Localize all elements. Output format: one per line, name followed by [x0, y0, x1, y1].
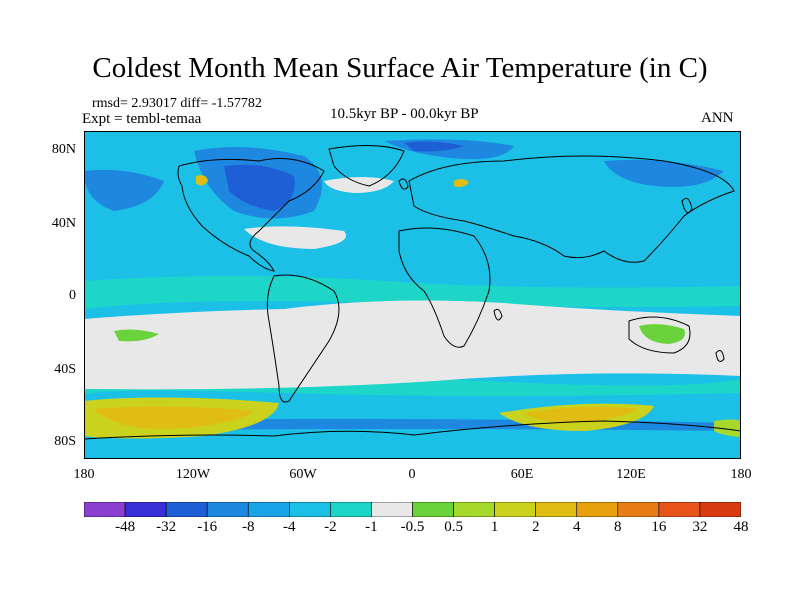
- colorbar-label: -2: [324, 519, 337, 535]
- field-warm-scandinavia: [454, 178, 469, 187]
- chart-title: Coldest Month Mean Surface Air Temperatu…: [92, 52, 708, 84]
- coastlines: [84, 144, 741, 440]
- lon-label-60e: 60E: [510, 467, 534, 482]
- lat-label-80s: 80S: [54, 434, 76, 449]
- colorbar-label: 48: [733, 519, 749, 535]
- map-frame: [84, 131, 741, 459]
- coast-eurasia: [408, 155, 735, 263]
- coast-greenland: [328, 144, 405, 187]
- colorbar-label: -48: [115, 519, 136, 535]
- experiment-label: Expt = tembl-temaa: [82, 111, 202, 127]
- colorbar-swatch: [576, 502, 619, 517]
- colorbar-label: -8: [242, 519, 255, 535]
- colorbar-label: -16: [197, 519, 218, 535]
- colorbar-label: -0.5: [400, 519, 425, 535]
- period-label: 10.5kyr BP - 00.0kyr BP: [330, 106, 479, 122]
- field-cold-pacific: [84, 169, 164, 211]
- colorbar-label: 16: [651, 519, 667, 535]
- colorbar-swatch: [330, 502, 372, 517]
- colorbar-label: -32: [156, 519, 177, 535]
- field-cold-asia: [604, 159, 724, 187]
- colorbar-swatch: [535, 502, 578, 517]
- field-near-zero-atlantic: [244, 226, 346, 249]
- field-warm-hudson: [196, 175, 208, 186]
- field-near-zero-greenland: [324, 177, 394, 193]
- field-hot-antarctica-west: [94, 406, 254, 429]
- field-hot-antarctica-east: [524, 406, 639, 423]
- field-light-band-tropics: [84, 276, 741, 309]
- lat-label-0: 0: [69, 288, 76, 303]
- lon-label-0: 0: [408, 467, 416, 482]
- colorbar-label: 1: [490, 519, 499, 535]
- lon-label-120w: 120W: [175, 467, 211, 482]
- coast-australia: [628, 316, 691, 354]
- colorbar-label: -4: [283, 519, 296, 535]
- colorbar-swatch: [371, 502, 413, 517]
- lat-label-40s: 40S: [54, 362, 76, 377]
- lon-label-120e: 120E: [616, 467, 646, 482]
- colorbar-swatch: [658, 502, 701, 517]
- field-warm-australia: [639, 324, 685, 344]
- colorbar-label: -1: [365, 519, 378, 535]
- colorbar-label: 0.5: [444, 519, 463, 535]
- colorbar-swatch: [412, 502, 454, 517]
- colorbar-swatch: [453, 502, 495, 517]
- lon-label-180-east: 180: [730, 467, 752, 482]
- temperature-map: [84, 131, 741, 459]
- field-warm-pacific: [114, 329, 159, 342]
- colorbar-swatch: [494, 502, 536, 517]
- lon-label-180-west: 180: [73, 467, 95, 482]
- colorbar-swatch: [165, 502, 208, 517]
- lon-label-60w: 60W: [289, 467, 317, 482]
- coast-africa: [398, 227, 491, 348]
- colorbar-swatch: [699, 502, 741, 517]
- lat-label-40n: 40N: [51, 216, 76, 231]
- colorbar-swatch: [289, 502, 331, 517]
- coast-antarctica: [84, 420, 741, 440]
- colorbar-swatch: [206, 502, 249, 517]
- field-warm-ross: [714, 419, 741, 437]
- colorbar-label: 4: [573, 519, 581, 535]
- field-very-cold-siberia: [404, 141, 464, 152]
- coast-madagascar: [493, 308, 503, 321]
- colorbar-label: 2: [531, 519, 540, 535]
- colorbar-label: 32: [692, 519, 708, 535]
- colorbar-label: 8: [614, 519, 622, 535]
- coast-south-america: [266, 274, 340, 403]
- coast-japan: [681, 197, 693, 214]
- colorbar-swatch: [617, 502, 660, 517]
- coast-uk: [398, 178, 409, 190]
- colorbar-swatch: [84, 502, 126, 517]
- colorbar-swatch: [247, 502, 290, 517]
- season-label: ANN: [701, 110, 734, 126]
- lat-label-80n: 80N: [51, 142, 76, 157]
- colorbar: [84, 502, 741, 517]
- field-near-zero-southern: [84, 300, 741, 390]
- coast-north-america: [177, 158, 325, 272]
- rmsd-diff-stats: rmsd= 2.93017 diff= -1.57782: [92, 96, 262, 111]
- colorbar-swatch: [124, 502, 167, 517]
- field-very-cold-canada: [224, 164, 295, 211]
- coast-new-zealand: [715, 350, 725, 362]
